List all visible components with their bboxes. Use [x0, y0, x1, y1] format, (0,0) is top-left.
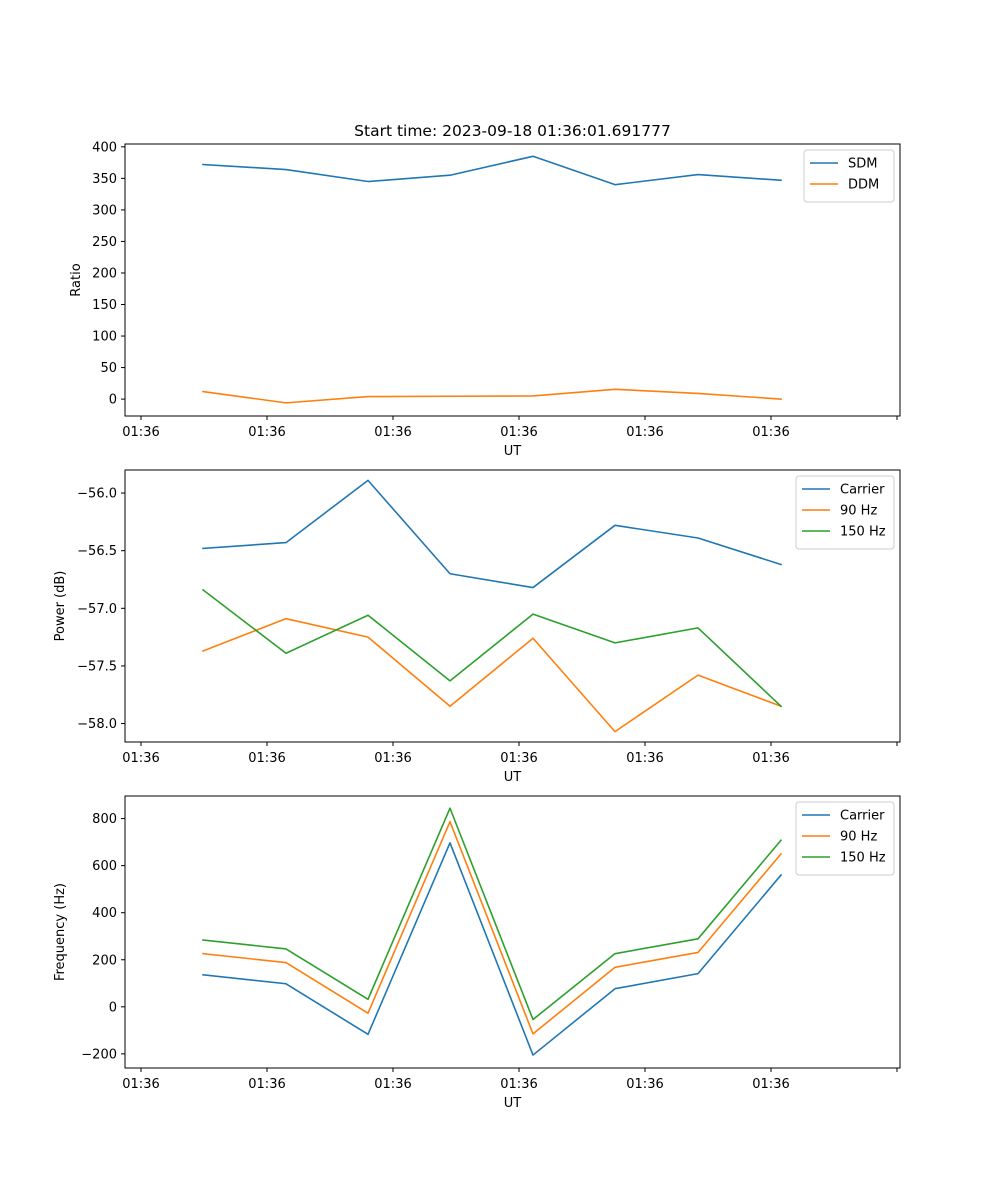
x-tick-label: 01:36 — [374, 751, 411, 766]
legend: Carrier 90 Hz 150 Hz — [795, 475, 895, 550]
legend-label: 90 Hz — [840, 830, 877, 845]
y-tick-label: 150 — [92, 298, 117, 313]
y-tick-label: 200 — [92, 953, 117, 968]
y-tick-label: −58.0 — [77, 717, 117, 732]
legend-label: Carrier — [840, 809, 885, 824]
plot-frame — [124, 143, 901, 417]
x-tick-label: 01:36 — [752, 1077, 789, 1092]
x-tick-label: 01:36 — [122, 1077, 159, 1092]
y-axis-label: Ratio — [69, 263, 84, 296]
series-line-150-hz — [201, 588, 783, 708]
x-tick-label: 01:36 — [248, 751, 285, 766]
y-axis-label: Frequency (Hz) — [53, 883, 68, 981]
y-tick-label: 400 — [92, 906, 117, 921]
x-tick-label: 01:36 — [752, 751, 789, 766]
x-tick-label: 01:36 — [374, 425, 411, 440]
y-tick-label: −56.5 — [77, 544, 117, 559]
y-tick-label: 600 — [92, 859, 117, 874]
x-tick-label: 01:36 — [248, 425, 285, 440]
x-tick-label: 01:36 — [500, 1077, 537, 1092]
x-tick-label: 01:36 — [500, 751, 537, 766]
subplot-1: Start time: 2023-09-18 01:36:01.69177701… — [69, 122, 901, 459]
legend-label: 150 Hz — [840, 525, 886, 540]
x-tick-label: 01:36 — [374, 1077, 411, 1092]
x-tick-label: 01:36 — [500, 425, 537, 440]
x-tick-label: 01:36 — [626, 751, 663, 766]
x-axis-label: UT — [504, 1096, 522, 1111]
chart-title: Start time: 2023-09-18 01:36:01.691777 — [354, 122, 671, 140]
legend-label: Carrier — [840, 483, 885, 498]
x-tick-label: 01:36 — [752, 425, 789, 440]
y-tick-label: −56.0 — [77, 487, 117, 502]
y-tick-label: 200 — [92, 266, 117, 281]
series-line-sdm — [202, 155, 782, 186]
y-tick-label: −200 — [81, 1047, 117, 1062]
legend-label: SDM — [848, 157, 877, 172]
x-axis-label: UT — [504, 770, 522, 785]
y-tick-label: 250 — [92, 235, 117, 250]
series-line-carrier — [202, 842, 783, 1056]
plot-frame — [124, 795, 901, 1069]
legend: Carrier 90 Hz 150 Hz — [795, 801, 895, 876]
subplot-3: 01:3601:3601:3601:3601:3601:3601:36UT−20… — [53, 795, 901, 1111]
plot-frame — [124, 469, 901, 743]
series-line-ddm — [202, 388, 782, 404]
legend-label: DDM — [848, 178, 879, 193]
x-tick-label: 01:36 — [626, 425, 663, 440]
legend: SDM DDM — [803, 149, 895, 203]
subplot-2: 01:3601:3601:3601:3601:3601:3601:36UT−56… — [53, 469, 901, 785]
y-tick-label: 300 — [92, 203, 117, 218]
series-line-90-hz — [202, 820, 783, 1035]
x-tick-label: 01:36 — [626, 1077, 663, 1092]
x-tick-label: 01:36 — [122, 425, 159, 440]
x-tick-label: 01:36 — [248, 1077, 285, 1092]
y-tick-label: 0 — [109, 1000, 117, 1015]
y-tick-label: 0 — [109, 393, 117, 408]
series-line-90-hz — [201, 617, 783, 733]
y-tick-label: 800 — [92, 812, 117, 827]
y-tick-label: −57.0 — [77, 602, 117, 617]
x-axis-label: UT — [504, 444, 522, 459]
legend-label: 90 Hz — [840, 504, 877, 519]
y-tick-label: −57.5 — [77, 659, 117, 674]
y-tick-label: 350 — [92, 172, 117, 187]
x-tick-label: 01:36 — [122, 751, 159, 766]
series-line-150-hz — [202, 807, 783, 1021]
legend-label: 150 Hz — [840, 851, 886, 866]
series-line-carrier — [202, 479, 783, 589]
y-tick-label: 100 — [92, 330, 117, 345]
y-tick-label: 50 — [100, 361, 117, 376]
y-tick-label: 400 — [92, 140, 117, 155]
y-axis-label: Power (dB) — [53, 571, 68, 642]
